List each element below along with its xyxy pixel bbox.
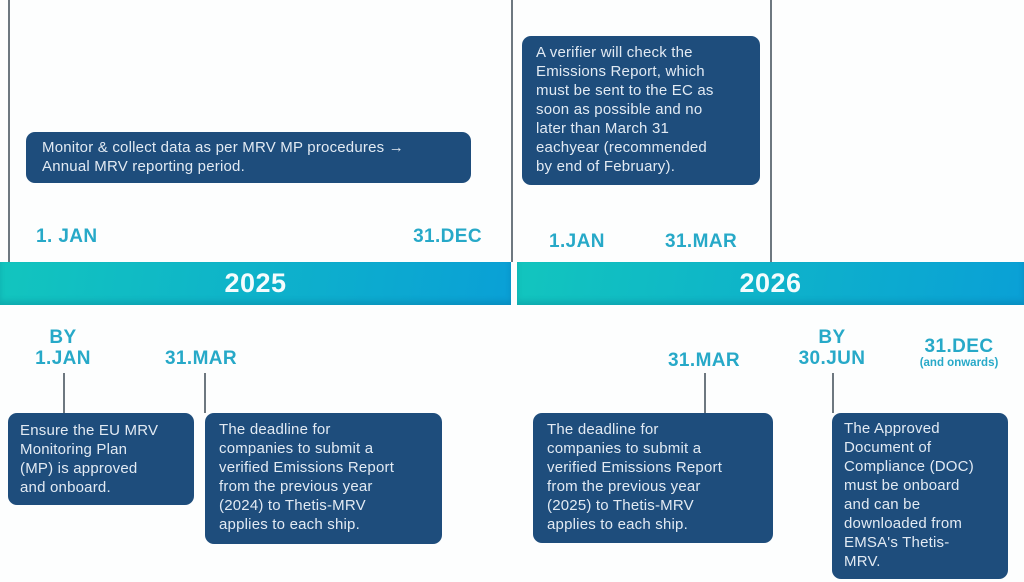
milestone-suffix: (and onwards): [919, 357, 999, 369]
note-emissions-report-deadline-2024: The deadline for companies to submit a v…: [205, 413, 442, 544]
milestone-date: 31.DEC: [924, 336, 994, 357]
year-banner-2025: 2025: [0, 262, 511, 305]
year-banner-2026: 2026: [517, 262, 1024, 305]
milestone-label-by-1jan: BY 1.JAN: [23, 327, 103, 369]
note-monitor-collect-data: Monitor & collect data as per MRV MP pro…: [26, 132, 471, 183]
timeline-divider-right: [770, 0, 772, 262]
milestone-date: 31.MAR: [667, 350, 741, 371]
connector-line-30jun: [832, 373, 834, 413]
milestone-label-31mar-2025: 31.MAR: [161, 348, 241, 369]
milestone-label-31mar-2026: 31.MAR: [664, 350, 744, 371]
milestone-label-31dec-onwards: 31.DEC (and onwards): [916, 336, 1002, 370]
milestone-date: 31.MAR: [164, 348, 238, 369]
timeline-divider-middle: [511, 0, 513, 262]
milestone-prefix: BY: [818, 327, 846, 348]
milestone-label-by-30jun: BY 30.JUN: [792, 327, 872, 369]
milestone-prefix: BY: [49, 327, 77, 348]
date-label-2025-end: 31.DEC: [413, 226, 482, 247]
year-2026-text: 2026: [739, 268, 802, 298]
note-verifier-emissions-report: A verifier will check the Emissions Repo…: [522, 36, 760, 185]
note-emissions-report-deadline-2025: The deadline for companies to submit a v…: [533, 413, 773, 543]
connector-line-31mar-2025: [204, 373, 206, 413]
note-monitoring-plan-approved: Ensure the EU MRV Monitoring Plan (MP) i…: [8, 413, 194, 505]
date-label-2026-end: 31.MAR: [665, 231, 738, 252]
milestone-date: 30.JUN: [798, 348, 866, 369]
milestone-date: 1.JAN: [35, 348, 91, 369]
connector-line-31mar-2026: [704, 373, 706, 413]
timeline-divider-left: [8, 0, 10, 262]
date-label-2025-start: 1. JAN: [36, 226, 98, 247]
year-2025-text: 2025: [224, 268, 287, 298]
note-document-of-compliance: The Approved Document of Compliance (DOC…: [832, 413, 1008, 579]
date-label-2026-start: 1.JAN: [549, 231, 605, 252]
connector-line-1jan: [63, 373, 65, 413]
